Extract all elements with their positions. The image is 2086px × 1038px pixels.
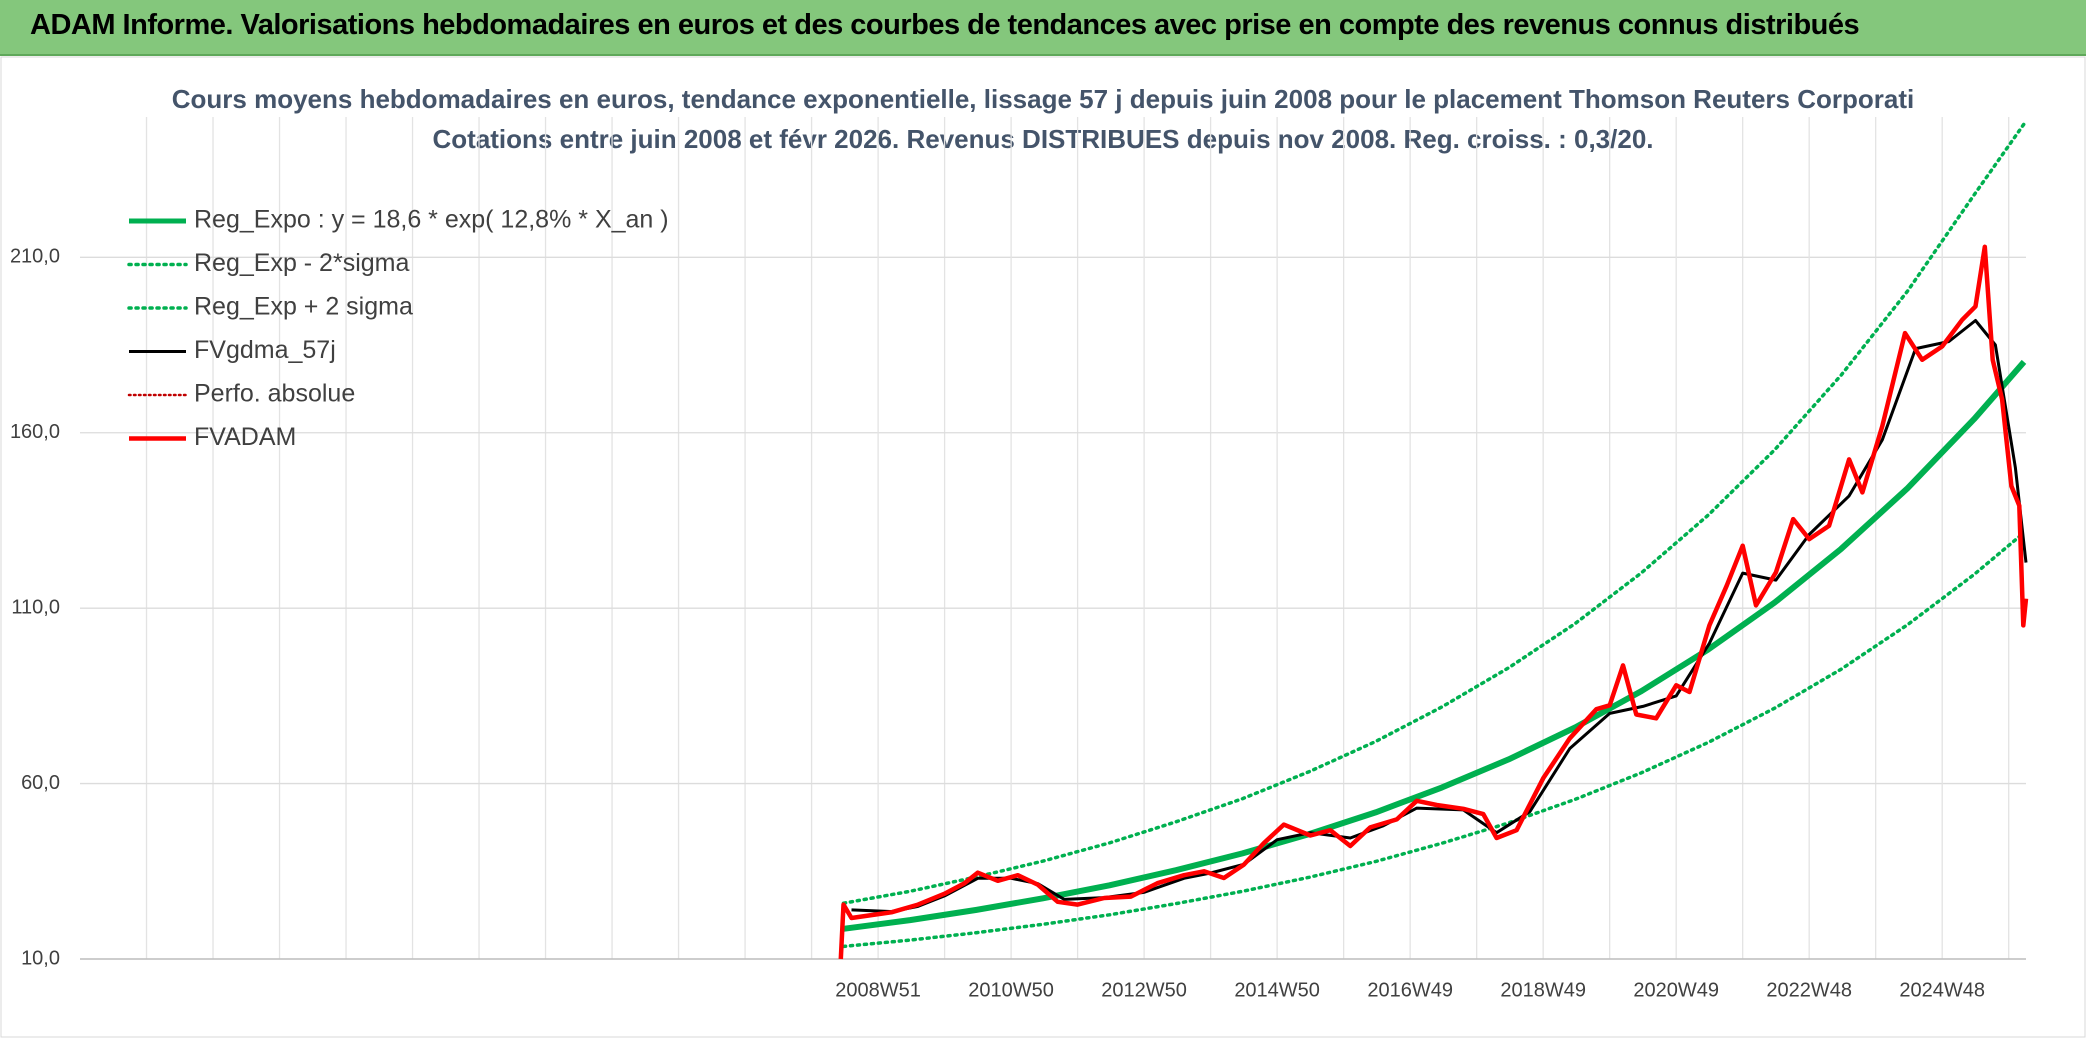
x-tick-label: 2014W50 — [1234, 979, 1320, 1001]
x-tick-label: 2010W50 — [968, 979, 1054, 1001]
chart-title: Cours moyens hebdomadaires en euros, ten… — [172, 84, 1914, 114]
x-tick-label: 2012W50 — [1101, 979, 1187, 1001]
header-bar: ADAM Informe. Valorisations hebdomadaire… — [0, 0, 2086, 56]
y-tick-label: 160,0 — [10, 421, 60, 443]
x-tick-label: 2008W51 — [835, 979, 921, 1001]
y-tick-label: 60,0 — [21, 772, 60, 794]
chart: Cours moyens hebdomadaires en euros, ten… — [0, 56, 2086, 1038]
x-tick-label: 2016W49 — [1367, 979, 1453, 1001]
series-line — [838, 244, 2029, 960]
legend-label: Reg_Exp + 2 sigma — [194, 293, 413, 321]
chart-subtitle: Cotations entre juin 2008 et févr 2026. … — [433, 124, 1654, 154]
legend-label: Perfo. absolue — [194, 380, 355, 408]
header-title: ADAM Informe. Valorisations hebdomadaire… — [30, 9, 1860, 41]
x-tick-label: 2024W48 — [1899, 979, 1985, 1001]
legend-label: Reg_Expo : y = 18,6 * exp( 12,8% * X_an … — [194, 206, 669, 234]
series-line — [841, 122, 2026, 905]
x-tick-label: 2022W48 — [1766, 979, 1852, 1001]
series-line — [843, 359, 2027, 932]
chart-frame — [0, 56, 2086, 1038]
x-tick-label: 2020W49 — [1633, 979, 1719, 1001]
y-tick-label: 210,0 — [10, 246, 60, 268]
legend-label: FVADAM — [194, 423, 296, 451]
y-tick-label: 110,0 — [11, 596, 60, 618]
x-tick-label: 2018W49 — [1500, 979, 1586, 1001]
legend-label: Reg_Exp - 2*sigma — [194, 249, 409, 277]
legend-label: FVgdma_57j — [194, 336, 336, 364]
series-line — [841, 530, 2026, 949]
y-tick-label: 10,0 — [21, 947, 60, 969]
